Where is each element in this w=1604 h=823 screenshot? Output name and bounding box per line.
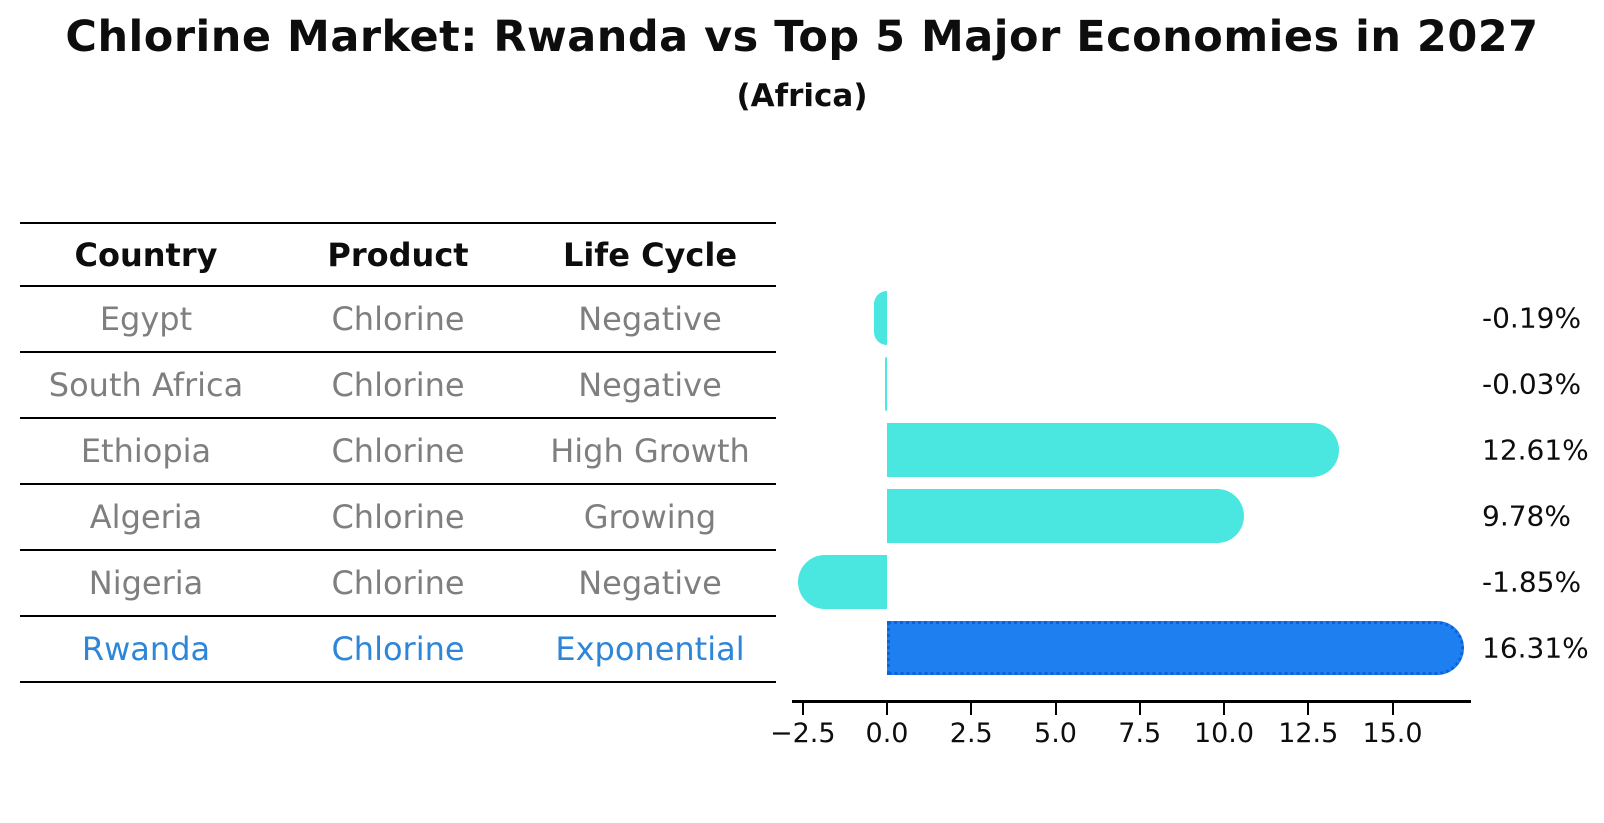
x-tick-mark: [1054, 703, 1057, 715]
bar-nigeria: [797, 555, 887, 609]
table-cell-product: Chlorine: [331, 366, 465, 404]
table-header-product: Product: [327, 235, 469, 274]
x-axis-line: [792, 700, 1471, 703]
x-tick-mark: [1223, 703, 1225, 715]
table-row-south-africa: South Africa Chlorine Negative: [20, 353, 776, 419]
x-tick-mark: [801, 703, 804, 715]
x-tick-mark: [1138, 703, 1141, 715]
table-header-country: Country: [74, 235, 218, 274]
table-row-rwanda: Rwanda Chlorine Exponential: [20, 617, 776, 683]
table-cell-product: Chlorine: [331, 564, 465, 602]
table-cell-product: Chlorine: [331, 630, 465, 668]
value-label-south-africa: -0.03%: [1482, 367, 1582, 401]
x-tick-label: 15.0: [1362, 718, 1423, 749]
chart-title: Chlorine Market: Rwanda vs Top 5 Major E…: [65, 12, 1539, 62]
table-cell-life-cycle: Growing: [583, 498, 717, 536]
table-row-algeria: Algeria Chlorine Growing: [20, 485, 776, 551]
table-cell-country: Algeria: [89, 498, 203, 536]
x-tick-mark: [970, 703, 973, 715]
country-table: Country Product Life Cycle Egypt Chlorine Ne…: [20, 222, 776, 683]
bar-south-africa: [884, 357, 887, 411]
table-header-life-cycle: Life Cycle: [562, 235, 738, 274]
table-cell-product: Chlorine: [331, 432, 465, 470]
value-label-egypt: -0.19%: [1482, 301, 1582, 335]
table-cell-life-cycle: Negative: [578, 366, 722, 404]
table-cell-country: Nigeria: [88, 564, 204, 602]
x-tick-mark: [886, 703, 888, 715]
value-label-algeria: 9.78%: [1482, 499, 1571, 533]
table-cell-country: Rwanda: [81, 630, 211, 668]
table-cell-life-cycle: Negative: [578, 564, 722, 602]
bar-rwanda: [887, 621, 1464, 675]
x-tick-label: 2.5: [949, 718, 993, 749]
x-tick-mark: [1307, 703, 1310, 715]
x-tick-label: 12.5: [1278, 718, 1339, 749]
x-tick-label: 0.0: [865, 718, 909, 749]
value-label-nigeria: -1.85%: [1482, 565, 1582, 599]
x-tick-mark: [1391, 703, 1394, 715]
table-row-ethiopia: Ethiopia Chlorine High Growth: [20, 419, 776, 485]
x-tick-label: 10.0: [1193, 718, 1255, 749]
table-row-egypt: Egypt Chlorine Negative: [20, 287, 776, 353]
x-tick-label: −2.5: [769, 718, 836, 749]
table-cell-country: South Africa: [48, 366, 244, 404]
x-tick-label: 7.5: [1118, 718, 1162, 749]
value-label-ethiopia: 12.61%: [1482, 433, 1589, 467]
x-tick-label: 5.0: [1034, 718, 1077, 749]
chart-subtitle: (Africa): [736, 78, 868, 114]
bar-algeria: [887, 489, 1244, 543]
table-header-row: Country Product Life Cycle: [20, 224, 776, 287]
table-cell-life-cycle: High Growth: [550, 432, 750, 470]
table-cell-country: Ethiopia: [80, 432, 212, 470]
table-cell-product: Chlorine: [331, 300, 465, 338]
table-row-nigeria: Nigeria Chlorine Negative: [20, 551, 776, 617]
bar-egypt: [874, 291, 887, 345]
table-cell-product: Chlorine: [331, 498, 465, 536]
bar-ethiopia: [887, 423, 1339, 477]
table-cell-life-cycle: Negative: [578, 300, 722, 338]
table-body: Egypt Chlorine Negative South Africa Chlorin…: [20, 287, 776, 683]
table-cell-life-cycle: Exponential: [555, 630, 745, 668]
table-cell-country: Egypt: [99, 300, 193, 338]
value-label-rwanda: 16.31%: [1482, 631, 1589, 665]
